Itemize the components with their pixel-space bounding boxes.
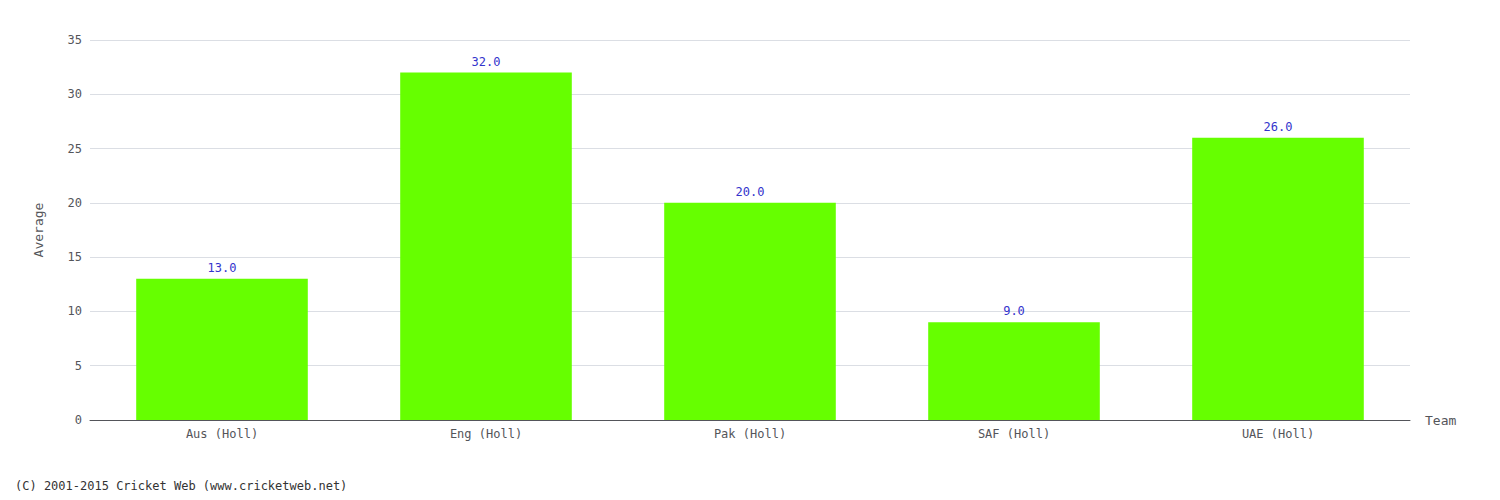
svg-text:20.0: 20.0	[736, 185, 765, 199]
svg-text:9.0: 9.0	[1003, 304, 1025, 318]
svg-text:5: 5	[75, 359, 82, 373]
svg-text:13.0: 13.0	[208, 261, 237, 275]
svg-text:0: 0	[75, 413, 82, 427]
svg-text:35: 35	[68, 33, 82, 47]
svg-text:32.0: 32.0	[472, 55, 501, 69]
svg-text:Average: Average	[31, 202, 46, 257]
svg-text:Team: Team	[1425, 413, 1456, 428]
svg-text:SAF (Holl): SAF (Holl)	[978, 427, 1050, 441]
svg-text:26.0: 26.0	[1264, 120, 1293, 134]
svg-text:20: 20	[68, 196, 82, 210]
svg-text:UAE (Holl): UAE (Holl)	[1242, 427, 1314, 441]
svg-text:10: 10	[68, 304, 82, 318]
svg-text:(C) 2001-2015 Cricket Web (www: (C) 2001-2015 Cricket Web (www.cricketwe…	[15, 479, 347, 493]
svg-text:Eng (Holl): Eng (Holl)	[450, 427, 522, 441]
svg-text:25: 25	[68, 142, 82, 156]
svg-text:Aus (Holl): Aus (Holl)	[186, 427, 258, 441]
svg-text:Pak (Holl): Pak (Holl)	[714, 427, 786, 441]
svg-text:30: 30	[68, 87, 82, 101]
svg-text:15: 15	[68, 250, 82, 264]
